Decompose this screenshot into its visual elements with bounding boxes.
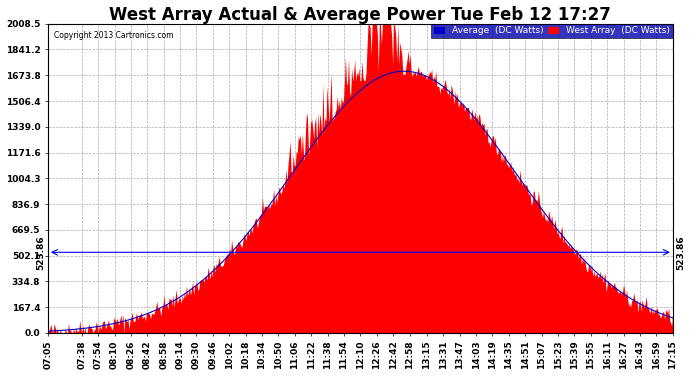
Text: Copyright 2013 Cartronics.com: Copyright 2013 Cartronics.com — [55, 32, 174, 40]
Legend: Average  (DC Watts), West Array  (DC Watts): Average (DC Watts), West Array (DC Watts… — [431, 24, 673, 38]
Text: 523.86: 523.86 — [36, 235, 45, 270]
Title: West Array Actual & Average Power Tue Feb 12 17:27: West Array Actual & Average Power Tue Fe… — [110, 6, 611, 24]
Text: 523.86: 523.86 — [676, 235, 685, 270]
